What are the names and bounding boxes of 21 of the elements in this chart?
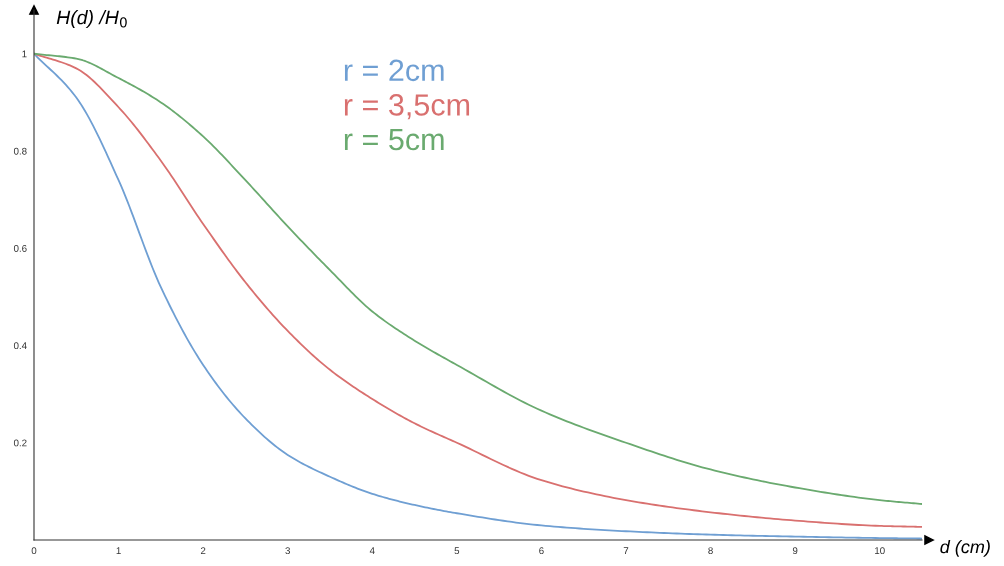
x-tick-label: 4 — [369, 547, 375, 554]
y-tick-label: 0.4 — [13, 342, 27, 350]
y-tick-label: 0.2 — [13, 439, 27, 447]
y-tick-label: 1 — [22, 50, 27, 58]
text: r = 3,5cm — [344, 94, 470, 120]
x-tick-label: 2 — [200, 547, 206, 554]
x-tick-label: 10 — [875, 547, 885, 555]
x-tick-label: 9 — [792, 547, 798, 555]
y-tick-label: 0.6 — [13, 244, 27, 252]
x-tick-label: 5 — [454, 547, 460, 555]
x-tick-label: 6 — [539, 547, 544, 555]
x-tick-label: 0 — [31, 547, 37, 555]
x-tick-label: 3 — [285, 547, 290, 555]
x-tick-label: 8 — [708, 547, 713, 555]
y-axis-title: H(d) /H$_{0}$ — [56, 10, 127, 29]
text: r = 5cm — [344, 129, 444, 151]
y-tick-label: 0.8 — [13, 147, 27, 155]
x-axis-title: d (cm) — [940, 540, 990, 557]
x-tick-label: 1 — [116, 547, 121, 554]
x-tick-label: 7 — [623, 547, 629, 554]
text: r = 2cm — [344, 59, 444, 82]
